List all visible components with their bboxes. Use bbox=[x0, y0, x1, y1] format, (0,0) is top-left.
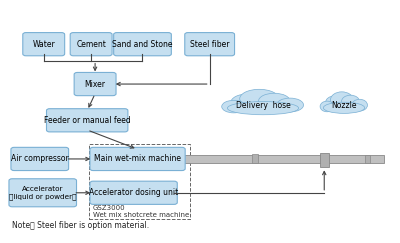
Ellipse shape bbox=[330, 92, 353, 108]
Bar bbox=[365, 155, 370, 163]
Ellipse shape bbox=[341, 95, 360, 108]
Text: Water: Water bbox=[32, 40, 55, 49]
Bar bbox=[182, 155, 384, 163]
FancyBboxPatch shape bbox=[70, 33, 112, 56]
Ellipse shape bbox=[227, 102, 299, 115]
Ellipse shape bbox=[352, 99, 368, 111]
FancyBboxPatch shape bbox=[46, 109, 128, 132]
Text: Steel fiber: Steel fiber bbox=[190, 40, 230, 49]
Bar bbox=[320, 153, 328, 167]
FancyBboxPatch shape bbox=[90, 147, 185, 171]
Text: Delivery  hose: Delivery hose bbox=[236, 101, 290, 110]
Ellipse shape bbox=[325, 96, 344, 111]
Bar bbox=[252, 154, 258, 163]
Text: Sand and Stone: Sand and Stone bbox=[112, 40, 173, 49]
Text: Feeder or manual feed: Feeder or manual feed bbox=[44, 116, 130, 125]
Bar bbox=[89, 144, 190, 219]
Text: Air compressor: Air compressor bbox=[11, 155, 69, 164]
Ellipse shape bbox=[323, 102, 365, 113]
Ellipse shape bbox=[276, 98, 304, 112]
Text: Accelerator
（liquid or powder）: Accelerator （liquid or powder） bbox=[9, 186, 76, 200]
Text: Accelerator dosing unit: Accelerator dosing unit bbox=[89, 188, 178, 197]
Ellipse shape bbox=[240, 89, 279, 108]
FancyBboxPatch shape bbox=[9, 179, 76, 207]
Ellipse shape bbox=[320, 101, 334, 112]
Ellipse shape bbox=[222, 100, 246, 113]
FancyBboxPatch shape bbox=[23, 33, 65, 56]
Text: GSZ3000
Wet mix shotcrete machine: GSZ3000 Wet mix shotcrete machine bbox=[93, 205, 189, 218]
FancyBboxPatch shape bbox=[74, 72, 116, 96]
FancyBboxPatch shape bbox=[185, 33, 234, 56]
FancyBboxPatch shape bbox=[114, 33, 171, 56]
FancyBboxPatch shape bbox=[90, 181, 177, 204]
Text: Nozzle: Nozzle bbox=[331, 101, 357, 110]
FancyBboxPatch shape bbox=[11, 147, 69, 171]
Ellipse shape bbox=[231, 94, 264, 111]
Ellipse shape bbox=[258, 93, 290, 109]
Text: Cement: Cement bbox=[76, 40, 106, 49]
Text: Main wet-mix machine: Main wet-mix machine bbox=[94, 155, 181, 164]
Text: Note： Steel fiber is option material.: Note： Steel fiber is option material. bbox=[12, 221, 149, 230]
Text: Mixer: Mixer bbox=[84, 79, 106, 88]
